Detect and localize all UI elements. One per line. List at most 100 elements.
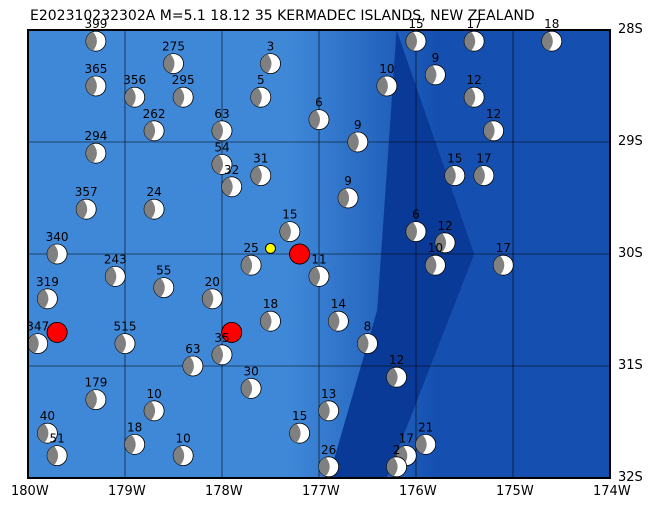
depth-label: 365 — [84, 62, 107, 76]
focal-mechanism — [308, 109, 330, 130]
depth-label: 6 — [412, 208, 420, 222]
depth-label: 10 — [428, 241, 443, 255]
focal-mechanism — [124, 86, 146, 108]
depth-label: 25 — [243, 241, 258, 255]
depth-label: 20 — [205, 275, 220, 289]
depth-label: 18 — [127, 420, 142, 434]
depth-label: 399 — [84, 17, 107, 31]
depth-label: 63 — [185, 342, 200, 356]
focal-mechanism — [463, 86, 485, 108]
focal-mechanism — [405, 30, 427, 52]
depth-label: 35 — [214, 331, 229, 345]
focal-mechanism — [46, 243, 68, 265]
epicenter-marker — [265, 242, 276, 254]
depth-label: 10 — [176, 432, 191, 446]
focal-mechanism — [463, 30, 485, 52]
depth-label: 12 — [389, 353, 404, 367]
focal-mechanism — [250, 165, 272, 187]
depth-label: 9 — [354, 118, 362, 132]
focal-mechanism — [37, 422, 58, 444]
focal-mechanism — [415, 433, 437, 455]
depth-label: 179 — [84, 376, 107, 390]
depth-label: 17 — [476, 152, 491, 166]
depth-label: 243 — [104, 252, 127, 266]
focal-mechanism — [260, 310, 281, 332]
focal-mechanism — [289, 422, 311, 444]
depth-label: 319 — [36, 275, 59, 289]
depth-label: 17 — [467, 17, 482, 31]
map-title: E202310232302A M=5.1 18.12 35 KERMADEC I… — [30, 8, 535, 24]
focal-mechanism — [473, 165, 495, 187]
target-event-mechanism — [289, 243, 311, 265]
depth-label: 12 — [437, 219, 452, 233]
depth-label: 31 — [253, 152, 268, 166]
focal-mechanism — [85, 75, 107, 97]
depth-label: 15 — [408, 17, 423, 31]
depth-label: 54 — [214, 140, 229, 154]
lat-tick-label: 29S — [618, 134, 643, 149]
focal-mechanism — [483, 120, 505, 142]
depth-label: 17 — [399, 432, 414, 446]
depth-label: 51 — [49, 432, 64, 446]
focal-mechanism — [347, 131, 369, 153]
lon-tick-label: 179W — [108, 484, 146, 499]
depth-label: 40 — [40, 409, 55, 423]
depth-label: 295 — [172, 73, 195, 87]
focal-mechanism — [327, 310, 349, 332]
depth-label: 26 — [321, 443, 336, 457]
focal-mechanism — [182, 355, 204, 377]
focal-mechanism — [85, 142, 107, 164]
focal-mechanism — [85, 30, 107, 52]
lon-tick-label: 176W — [399, 484, 437, 499]
depth-label: 347 — [26, 320, 49, 334]
focal-mechanism — [260, 53, 281, 74]
depth-label: 13 — [321, 387, 336, 401]
focal-mechanism — [172, 86, 194, 108]
depth-label: 15 — [447, 152, 462, 166]
depth-label: 9 — [344, 174, 352, 188]
depth-label: 24 — [146, 185, 161, 199]
depth-label: 8 — [364, 320, 372, 334]
depth-label: 12 — [486, 107, 501, 121]
focal-mechanism — [386, 366, 408, 388]
lon-tick-label: 177W — [302, 484, 340, 499]
depth-label: 515 — [114, 320, 137, 334]
focal-mechanism — [376, 75, 398, 97]
focal-mechanism — [357, 333, 378, 355]
lat-tick-label: 30S — [618, 246, 643, 261]
depth-label: 11 — [311, 252, 326, 266]
depth-label: 18 — [544, 17, 559, 31]
depth-label: 32 — [224, 163, 239, 177]
depth-label: 294 — [84, 129, 107, 143]
focal-mechanism — [124, 433, 146, 455]
depth-label: 262 — [143, 107, 166, 121]
target-event-mechanism — [46, 321, 68, 343]
focal-mechanism — [541, 30, 563, 52]
focal-mechanism — [85, 389, 107, 411]
depth-label: 340 — [46, 230, 69, 244]
focal-mechanism — [153, 277, 175, 299]
focal-mechanism — [172, 445, 194, 467]
lat-tick-label: 32S — [618, 470, 643, 485]
lon-tick-label: 175W — [496, 484, 534, 499]
focal-mechanism — [221, 176, 243, 198]
focal-mechanism — [424, 64, 446, 86]
depth-label: 356 — [123, 73, 146, 87]
depth-label: 30 — [243, 364, 258, 378]
depth-label: 17 — [496, 241, 511, 255]
focal-mechanism — [114, 333, 136, 355]
focal-mechanism — [444, 165, 466, 187]
lon-tick-label: 174W — [593, 484, 631, 499]
depth-label: 5 — [257, 73, 265, 87]
focal-mechanism — [211, 344, 233, 366]
map-frame — [27, 29, 611, 479]
focal-mechanism — [143, 400, 165, 422]
focal-mechanism — [163, 53, 184, 74]
depth-label: 2 — [393, 443, 401, 457]
focal-mechanism — [424, 254, 446, 276]
focal-mechanism — [75, 198, 97, 220]
depth-label: 3 — [267, 40, 275, 54]
focal-mechanism — [201, 288, 223, 310]
focal-mechanism — [434, 232, 456, 254]
